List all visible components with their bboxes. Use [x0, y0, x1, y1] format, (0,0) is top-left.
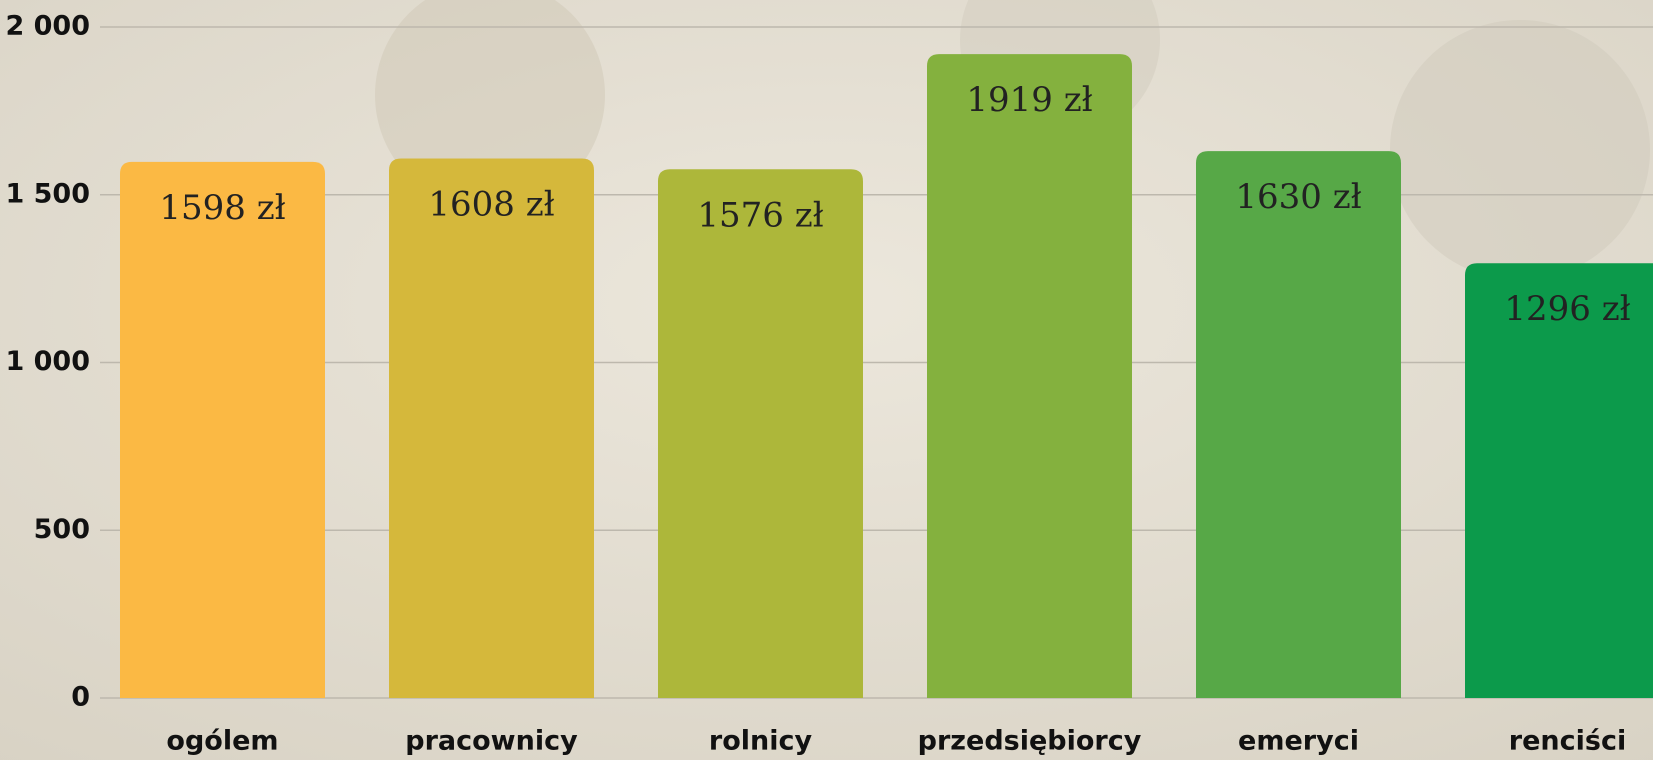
value-label: 1608 zł — [428, 185, 554, 225]
bar — [120, 161, 325, 699]
y-tick-label: 1 500 — [5, 178, 90, 209]
value-label: 1919 zł — [966, 80, 1092, 120]
x-tick-label: ogólem — [166, 726, 278, 757]
y-tick-label: 500 — [34, 514, 90, 545]
y-tick-label: 2 000 — [5, 11, 90, 42]
bar — [1196, 151, 1401, 698]
bg-coin — [375, 0, 605, 210]
bar — [927, 54, 1132, 699]
value-label: 1630 zł — [1235, 177, 1361, 217]
bg-coin — [1390, 20, 1650, 280]
bar — [389, 158, 594, 699]
value-label: 1296 zł — [1504, 289, 1630, 329]
y-tick-label: 0 — [71, 682, 90, 713]
value-label: 1576 zł — [697, 195, 823, 235]
value-label: 1598 zł — [159, 188, 285, 228]
x-tick-label: pracownicy — [405, 726, 578, 757]
x-tick-label: rolnicy — [709, 726, 813, 757]
x-tick-label: renciści — [1509, 726, 1626, 757]
y-tick-label: 1 000 — [5, 346, 90, 377]
x-tick-label: emeryci — [1238, 726, 1359, 757]
bar — [658, 169, 863, 698]
bar — [1465, 263, 1653, 698]
x-tick-label: przedsiębiorcy — [918, 726, 1142, 757]
